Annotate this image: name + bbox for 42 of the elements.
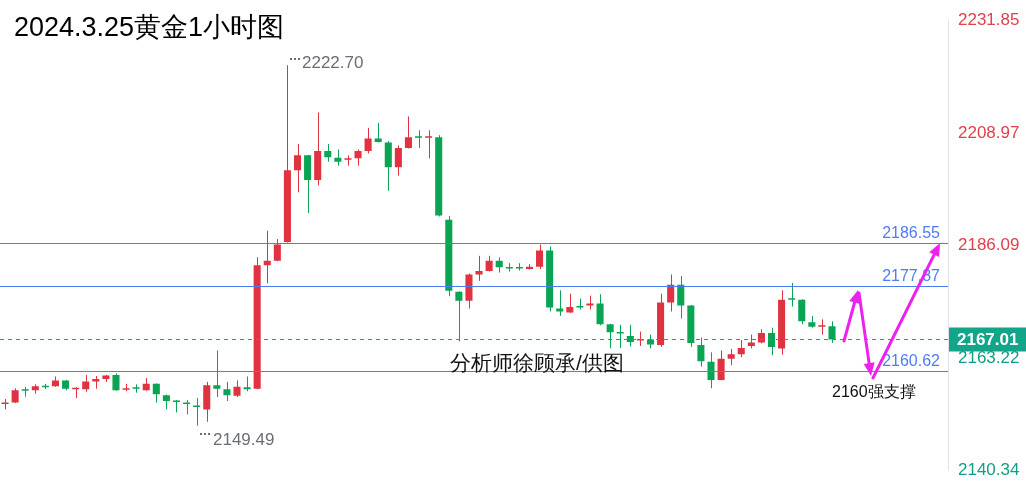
candlestick [475,255,483,282]
chart-title: 2024.3.25黄金1小时图 [14,12,285,42]
candlestick [193,397,201,427]
candlestick [818,318,826,336]
candlestick [697,337,705,368]
candlestick [767,327,776,356]
y-tick-label: 2186.09 [958,235,1020,255]
ref-line-label: 2186.55 [882,223,941,241]
candlestick [798,298,806,325]
candlestick [404,115,412,149]
candlestick [616,324,624,349]
candlestick [213,349,221,398]
candlestick [606,323,614,349]
candlestick [455,290,463,342]
candlestick [707,351,715,389]
annotation: 分析师徐顾承/供图 [450,351,624,374]
candlestick [364,127,372,154]
candlestick [344,154,352,167]
candlestick [566,293,574,314]
ref-line-label: 2167.01 [957,330,1019,350]
candlestick [596,293,604,326]
candlestick [717,349,725,381]
annotation: 2149.49 [213,430,275,449]
candlestick [293,143,302,193]
y-tick-label: 2208.97 [958,122,1020,142]
candlestick [152,382,160,404]
y-tick-label: 2231.85 [958,9,1020,29]
candlestick [223,381,231,402]
candlestick [394,145,402,177]
y-tick-label: 2163.22 [958,347,1020,367]
ref-line-label: 2160.62 [882,351,941,369]
candlestick [425,129,433,159]
candlestick [626,324,634,347]
annotation: 2222.70 [302,53,364,72]
candlestick [828,320,836,344]
candlestick [788,282,796,308]
candlestick [263,230,271,284]
annotation: 2160强支撑 [832,383,916,400]
candlestick [677,275,685,319]
candlestick [536,243,544,270]
candlestick [667,274,675,312]
y-tick-label: 2140.34 [958,460,1020,480]
